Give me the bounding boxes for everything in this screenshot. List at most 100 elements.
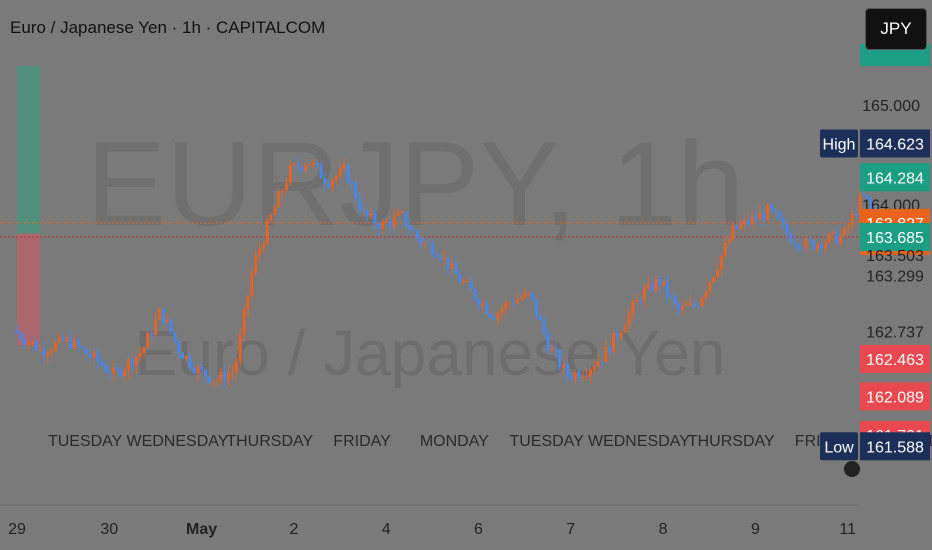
price-label-text: 162.737 <box>866 325 924 342</box>
time-axis[interactable]: 29 30 May 2 4 6 7 8 9 11 <box>8 521 856 538</box>
price-label-bg <box>860 163 930 192</box>
price-label-text: 164.284 <box>866 170 924 187</box>
candle <box>23 332 27 350</box>
candle-body <box>104 365 108 372</box>
position-loss-zone[interactable] <box>17 233 41 346</box>
candle-body <box>207 376 211 383</box>
candle <box>538 313 542 321</box>
candle <box>119 367 123 380</box>
price-label-text: 164.623 <box>866 136 924 153</box>
candle <box>758 205 762 220</box>
candle <box>400 208 404 214</box>
candle-body <box>411 229 415 232</box>
price-label-bg <box>860 129 930 158</box>
candle-body <box>34 342 38 351</box>
candle <box>827 232 831 244</box>
candle-body <box>123 370 127 377</box>
candle-body <box>819 244 823 249</box>
currency-button[interactable]: JPY <box>865 8 927 50</box>
candle-body <box>500 308 504 313</box>
time-axis-label: May <box>186 521 217 538</box>
candle <box>292 162 296 168</box>
candle-body <box>435 254 439 257</box>
candle-body <box>30 342 34 344</box>
position-tools[interactable] <box>17 65 41 346</box>
candle <box>254 248 258 277</box>
price-label: 161.588 Low <box>820 432 930 461</box>
candle <box>342 158 346 172</box>
candle <box>573 369 577 384</box>
candle <box>369 208 373 219</box>
day-label: MONDAY <box>420 433 489 450</box>
day-label: WEDNESDAY <box>126 433 228 450</box>
candle-body <box>404 211 408 226</box>
candle-body <box>446 256 450 270</box>
candle <box>246 295 250 318</box>
candle-body <box>107 371 111 375</box>
candle-body <box>423 242 427 245</box>
candle <box>192 361 196 377</box>
candle-body <box>850 213 854 226</box>
candle-body <box>796 243 800 248</box>
candle-body <box>338 168 342 176</box>
candle-body <box>846 225 850 229</box>
candle <box>165 312 169 323</box>
candle <box>746 215 750 229</box>
time-axis-label: 7 <box>566 521 575 538</box>
candle <box>77 336 81 353</box>
candle <box>423 240 427 249</box>
candle <box>700 296 704 308</box>
candle-body <box>742 220 746 225</box>
scroll-to-latest-icon[interactable] <box>844 461 860 477</box>
candle-body <box>723 242 727 256</box>
candle-body <box>746 220 750 225</box>
candle <box>200 361 204 372</box>
candle-body <box>735 225 739 229</box>
candle <box>88 348 92 363</box>
candle-body <box>592 366 596 370</box>
day-label: THURSDAY <box>226 433 313 450</box>
time-axis-label: 6 <box>474 521 483 538</box>
candle <box>762 208 766 228</box>
candle <box>188 352 192 371</box>
candle-body <box>119 369 123 377</box>
candle <box>773 207 777 214</box>
candle <box>377 220 381 236</box>
candle-body <box>816 244 820 249</box>
candle <box>742 214 746 232</box>
candle <box>458 269 462 283</box>
candle-body <box>623 326 627 333</box>
candle <box>261 241 265 253</box>
candle-body <box>692 302 696 307</box>
candle-body <box>365 210 369 217</box>
candle <box>104 359 108 373</box>
candle <box>604 341 608 362</box>
candle-body <box>200 366 204 370</box>
candle <box>415 229 419 243</box>
candle-body <box>177 340 181 353</box>
candle <box>315 161 319 168</box>
candle <box>858 189 862 223</box>
candle-body <box>450 262 454 270</box>
position-profit-zone[interactable] <box>17 65 41 234</box>
candle-body <box>15 330 19 334</box>
candle <box>296 156 300 173</box>
candle-body <box>80 346 84 349</box>
candle <box>685 300 689 307</box>
candle <box>142 346 146 360</box>
candle <box>769 202 773 214</box>
candle <box>438 254 442 264</box>
candle <box>404 211 408 229</box>
candle-body <box>769 205 773 209</box>
candle-body <box>361 209 365 211</box>
candle <box>446 256 450 276</box>
candle-body <box>843 228 847 236</box>
candle <box>508 300 512 309</box>
candle <box>84 347 88 355</box>
candle-body <box>408 225 412 230</box>
candle <box>408 218 412 237</box>
price-label-text: 161.588 <box>866 439 924 456</box>
candle-body <box>69 337 73 348</box>
candle <box>550 342 554 352</box>
